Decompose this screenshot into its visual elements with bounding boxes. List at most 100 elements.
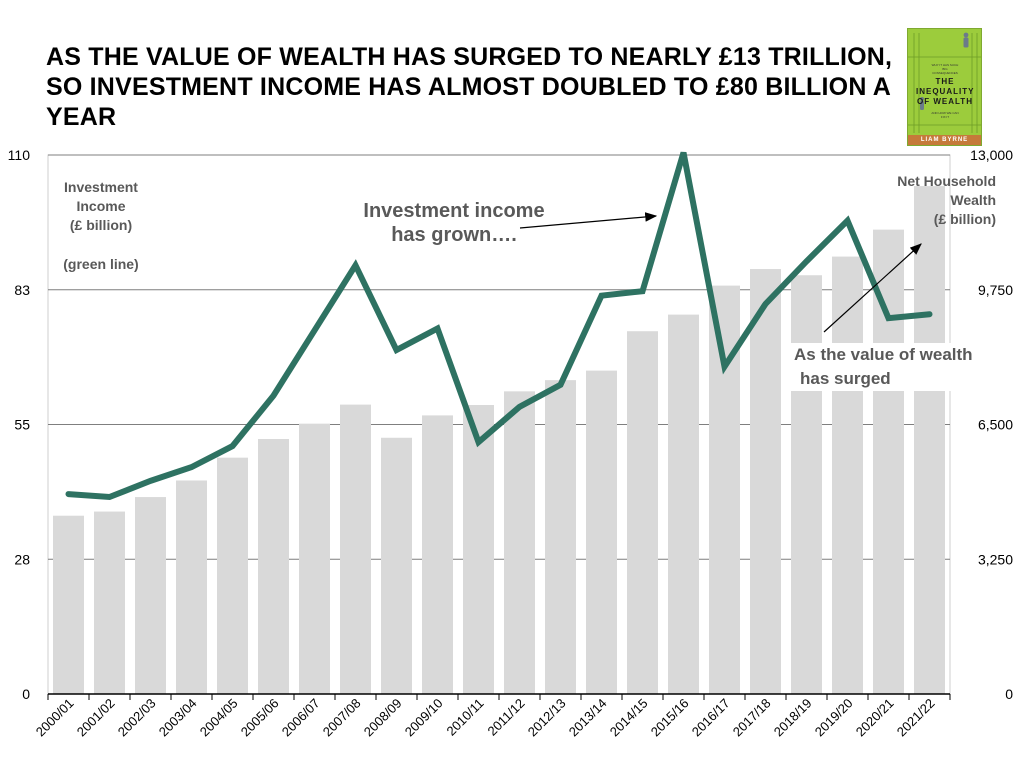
annotation-income: Investment income has grown…. xyxy=(336,199,572,247)
book-cover-pattern xyxy=(908,32,981,145)
line-point-2009/10 xyxy=(437,327,438,329)
annotation-wealth-line: has surged xyxy=(800,369,891,388)
annotation-income-line: has grown…. xyxy=(391,224,517,246)
investment-income-line xyxy=(65,151,933,501)
bar-2001/02 xyxy=(94,511,125,694)
line-point-2006/07 xyxy=(314,329,315,331)
x-axis-tick-label: 2016/17 xyxy=(689,696,733,740)
bar-2004/05 xyxy=(217,457,248,694)
right-axis-tick-label: 6,500 xyxy=(978,417,1013,433)
line-point-2011/12 xyxy=(519,406,520,408)
bar-2007/08 xyxy=(340,404,371,694)
line-point-2010/11 xyxy=(478,441,479,443)
book-blurb-top: WHY IT HAS SUCH BIG CONSEQUENCES xyxy=(931,63,959,75)
left-axis-tick-label: 110 xyxy=(8,147,31,163)
annotation-wealth-line: As the value of wealth xyxy=(794,345,973,364)
left-axis-tick-label: 28 xyxy=(14,551,30,567)
left-axis-tick-label: 83 xyxy=(14,282,30,298)
line-point-2012/13 xyxy=(560,384,561,386)
bar-2010/11 xyxy=(463,405,494,694)
right-axis-tick-label: 0 xyxy=(1005,686,1013,702)
line-point-2015/16 xyxy=(683,152,684,154)
right-axis-title-line: Net Household xyxy=(897,173,996,189)
bar-2018/19 xyxy=(791,275,822,694)
bar-2006/07 xyxy=(299,423,330,694)
book-author-band xyxy=(908,135,981,145)
line-point-2003/04 xyxy=(191,466,192,468)
x-axis-tick-label: 2013/14 xyxy=(566,696,610,740)
left-axis-title-line: Investment xyxy=(64,179,138,195)
book-author: LIAM BYRNE xyxy=(920,137,969,143)
line-point-2001/02 xyxy=(109,496,110,498)
line-point-2014/15 xyxy=(642,290,643,292)
line-point-2013/14 xyxy=(601,295,602,297)
x-axis-tick-label: 2017/18 xyxy=(730,696,774,740)
x-axis-tick-label: 2000/01 xyxy=(33,696,77,740)
x-axis-tick-label: 2018/19 xyxy=(771,696,815,740)
x-axis-tick-label: 2002/03 xyxy=(115,696,159,740)
figure-icon xyxy=(920,32,969,110)
right-axis-tick-label: 3,250 xyxy=(978,551,1013,567)
x-axis-tick-label: 2007/08 xyxy=(320,696,364,740)
left-axis-title-line: Income xyxy=(76,198,126,214)
bar-2020/21 xyxy=(873,229,904,694)
bar-2012/13 xyxy=(545,380,576,694)
right-axis-tick-label: 9,750 xyxy=(978,282,1013,298)
bar-2000/01 xyxy=(53,515,84,694)
x-axis-tick-label: 2014/15 xyxy=(607,696,651,740)
line-point-2018/19 xyxy=(806,260,807,262)
left-axis-title: Investment Income (£ billion) xyxy=(42,178,160,235)
x-axis-tick-label: 2011/12 xyxy=(484,696,527,739)
bar-2014/15 xyxy=(627,331,658,694)
line-point-2002/03 xyxy=(150,480,151,482)
line-point-2004/05 xyxy=(232,445,233,447)
bar-2021/22 xyxy=(914,186,945,694)
bar-2002/03 xyxy=(135,497,166,694)
book-cover-image: WHY IT HAS SUCH BIG CONSEQUENCES THE INE… xyxy=(907,28,982,146)
x-axis-tick-label: 2019/20 xyxy=(812,696,856,740)
x-axis-tick-label: 2004/05 xyxy=(197,696,241,740)
left-axis-title-line: (£ billion) xyxy=(69,217,133,233)
line-point-2005/06 xyxy=(273,395,274,397)
x-axis-tick-label: 2008/09 xyxy=(361,696,405,740)
annotation-wealth: As the value of wealth has surged xyxy=(790,343,1000,391)
annotation-income-line: Investment income xyxy=(363,200,545,222)
book-title: THE INEQUALITY OF WEALTH xyxy=(916,77,975,106)
bar-2015/16 xyxy=(668,314,699,694)
bar-2019/20 xyxy=(832,256,863,694)
bar-2011/12 xyxy=(504,391,535,694)
right-axis-title: Net Household Wealth (£ billion) xyxy=(878,172,996,229)
line-point-2000/01 xyxy=(68,493,69,495)
x-axis-tick-label: 2001/02 xyxy=(74,696,118,740)
x-axis-tick-label: 2012/13 xyxy=(525,696,569,740)
line-point-2008/09 xyxy=(396,349,397,351)
x-axis-tick-label: 2020/21 xyxy=(853,696,897,740)
left-axis-tick-label: 55 xyxy=(14,417,30,433)
bar-2013/14 xyxy=(586,370,617,694)
right-axis-title-line: (£ billion) xyxy=(933,211,996,227)
annotation-arrow-income xyxy=(519,212,658,229)
line-point-2017/18 xyxy=(765,303,766,305)
line-point-2007/08 xyxy=(355,264,356,266)
book-blurb-bottom: AND HOW WE CAN FIX IT xyxy=(931,111,959,119)
left-axis-note: (green line) xyxy=(63,256,139,272)
annotation-arrow-wealth xyxy=(823,243,922,333)
line-point-2019/20 xyxy=(847,220,848,222)
line-point-2021/22 xyxy=(929,313,930,315)
bar-2008/09 xyxy=(381,437,412,694)
x-axis-tick-label: 2010/11 xyxy=(443,696,486,739)
line-point-2020/21 xyxy=(888,317,889,319)
x-axis-tick-label: 2006/07 xyxy=(279,696,323,740)
bar-2003/04 xyxy=(176,480,207,694)
x-axis-tick-label: 2003/04 xyxy=(156,696,200,740)
x-axis-tick-label: 2015/16 xyxy=(648,696,692,740)
bar-2005/06 xyxy=(258,439,289,694)
x-axis-tick-label: 2005/06 xyxy=(238,696,282,740)
line-point-2016/17 xyxy=(724,366,725,368)
right-axis-tick-label: 13,000 xyxy=(970,147,1013,163)
x-axis-tick-label: 2009/10 xyxy=(402,696,446,740)
bar-2017/18 xyxy=(750,269,781,694)
left-axis-tick-label: 0 xyxy=(22,686,30,702)
chart-title: AS THE VALUE OF WEALTH HAS SURGED TO NEA… xyxy=(46,43,893,131)
